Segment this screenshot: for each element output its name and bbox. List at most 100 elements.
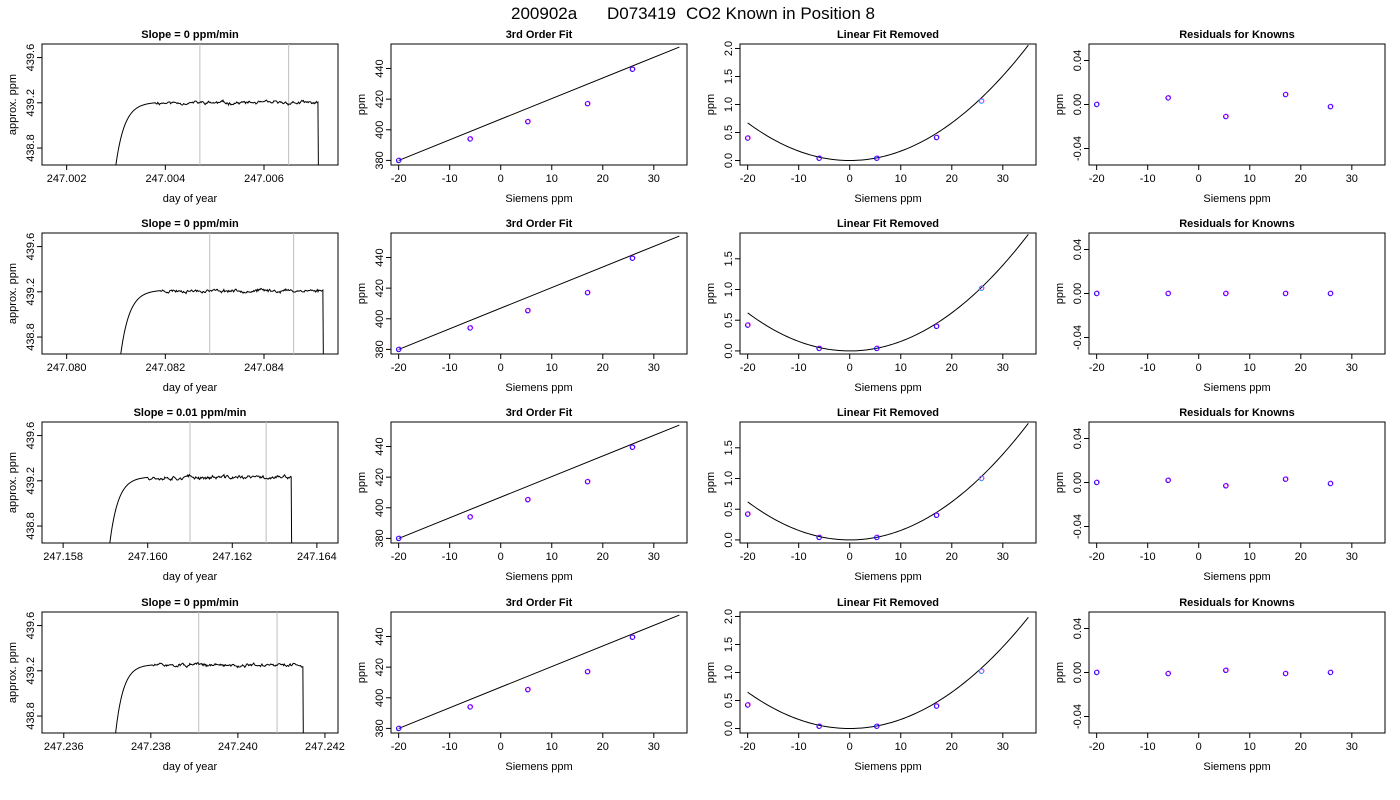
figure-title-run: 200902a: [511, 4, 578, 23]
x-axis-label: Siemens ppm: [854, 382, 921, 394]
y-axis-label: approx. ppm: [7, 642, 19, 703]
y-tick-label: 420: [374, 658, 386, 676]
data-point-overlay: [630, 634, 636, 640]
x-tick-label: 247.160: [128, 551, 168, 563]
panels: Slope = 0 ppm/min 247.002 247.004 247.006 43…: [7, 29, 1386, 773]
figure-title-description: CO2 Known in Position 8: [686, 4, 875, 23]
y-tick-label: 0.5: [723, 502, 735, 517]
data-point-overlay: [585, 478, 591, 484]
y-tick-label: 438.8: [25, 512, 37, 540]
panel-2-3: Linear Fit Removed -20 -10 0 10 20 30 0.0 0.5 1.0…: [705, 218, 1037, 394]
y-tick-label: -0.04: [1072, 704, 1084, 729]
y-tick-label: 0.0: [723, 153, 735, 168]
x-axis-label: day of year: [163, 571, 218, 583]
x-tick-label: 247.006: [244, 173, 284, 185]
y-tick-label: 440: [374, 248, 386, 266]
data-point-overlay: [745, 511, 751, 517]
plot-area: [395, 46, 680, 164]
x-tick-label: 30: [1346, 551, 1358, 563]
x-tick-label: 0: [498, 173, 504, 185]
data-point-overlay: [1166, 477, 1172, 483]
panel-title: Slope = 0 ppm/min: [141, 29, 239, 41]
y-tick-label: 1.5: [723, 440, 735, 455]
plot-frame: [1088, 611, 1386, 734]
x-axis-label: Siemens ppm: [1203, 761, 1270, 773]
x-tick-label: -10: [1140, 551, 1156, 563]
y-tick-label: 380: [374, 719, 386, 737]
x-tick-label: -10: [1140, 741, 1156, 753]
x-tick-label: -20: [391, 173, 407, 185]
data-point-overlay: [525, 307, 531, 313]
y-tick-label: 0.04: [1072, 50, 1084, 71]
y-axis-label: ppm: [705, 94, 717, 115]
x-tick-label: 30: [997, 551, 1009, 563]
x-axis-label: Siemens ppm: [505, 571, 572, 583]
y-tick-label: 1.0: [723, 665, 735, 680]
data-point-overlay: [745, 322, 751, 328]
y-axis-label: ppm: [705, 283, 717, 304]
x-tick-label: 0: [847, 741, 853, 753]
plot-frame: [390, 43, 688, 166]
y-axis-label: ppm: [705, 662, 717, 683]
x-tick-label: -10: [1140, 362, 1156, 374]
plot-frame: [739, 611, 1037, 734]
plot-area: [744, 234, 1029, 352]
y-tick-label: 439.2: [25, 467, 37, 495]
plot-frame: [739, 232, 1037, 355]
x-tick-label: -20: [740, 741, 756, 753]
data-point-overlay: [1094, 669, 1100, 675]
x-tick-label: 30: [997, 173, 1009, 185]
y-tick-label: 420: [374, 468, 386, 486]
x-tick-label: 247.158: [43, 551, 83, 563]
x-tick-label: 30: [997, 741, 1009, 753]
data-point-overlay: [1328, 103, 1334, 109]
y-tick-label: 400: [374, 499, 386, 517]
x-tick-label: -20: [1089, 362, 1105, 374]
y-tick-label: 0.00: [1072, 472, 1084, 493]
data-point-overlay: [1283, 476, 1289, 482]
x-tick-label: -10: [791, 173, 807, 185]
x-tick-label: -20: [740, 173, 756, 185]
panel-2-2: 3rd Order Fit -20 -10 0 10 20 30 380 400 420 440 Si…: [356, 218, 688, 394]
y-tick-label: 0.5: [723, 125, 735, 140]
panel-title: Slope = 0.01 ppm/min: [134, 407, 247, 419]
panel-4-3: Linear Fit Removed -20 -10 0 10 20 30 0.0 0.5 1.0…: [705, 597, 1037, 773]
panel-1-3: Linear Fit Removed -20 -10 0 10 20 30 0.0 0.5 1.0…: [705, 29, 1037, 205]
x-tick-label: 20: [946, 741, 958, 753]
quadratic-fit-curve: [747, 423, 1029, 541]
data-point-overlay: [979, 668, 985, 674]
panel-title: Residuals for Knowns: [1179, 29, 1295, 41]
x-axis-label: day of year: [163, 761, 218, 773]
plot-area: [1093, 91, 1334, 120]
x-tick-label: 30: [648, 741, 660, 753]
plot-area: [1093, 476, 1334, 489]
x-tick-label: 10: [895, 362, 907, 374]
panel-3-3: Linear Fit Removed -20 -10 0 10 20 30 0.0 0.5 1.0…: [705, 407, 1037, 583]
x-tick-label: 247.236: [44, 741, 84, 753]
y-tick-label: 400: [374, 310, 386, 328]
data-point-overlay: [525, 118, 531, 124]
data-point-overlay: [1283, 91, 1289, 97]
panel-title: Linear Fit Removed: [837, 597, 939, 609]
data-point-overlay: [979, 285, 985, 291]
y-tick-label: 0.00: [1072, 662, 1084, 683]
y-tick-label: 440: [374, 437, 386, 455]
y-tick-label: 0.0: [723, 343, 735, 358]
data-point-overlay: [585, 668, 591, 674]
plot-frame: [41, 611, 339, 734]
y-tick-label: 0.0: [723, 532, 735, 547]
y-axis-label: ppm: [1054, 283, 1066, 304]
x-tick-label: -10: [1140, 173, 1156, 185]
y-axis-label: ppm: [356, 283, 368, 304]
y-tick-label: -0.04: [1072, 325, 1084, 350]
y-tick-label: 400: [374, 689, 386, 707]
data-point-overlay: [874, 345, 880, 351]
panel-title: 3rd Order Fit: [506, 597, 573, 609]
data-point-overlay: [1094, 479, 1100, 485]
plot-area: [120, 233, 324, 354]
plot-area: [395, 424, 680, 542]
data-point-overlay: [630, 444, 636, 450]
x-tick-label: 247.162: [212, 551, 252, 563]
x-tick-label: -10: [442, 741, 458, 753]
data-point-overlay: [1094, 290, 1100, 296]
